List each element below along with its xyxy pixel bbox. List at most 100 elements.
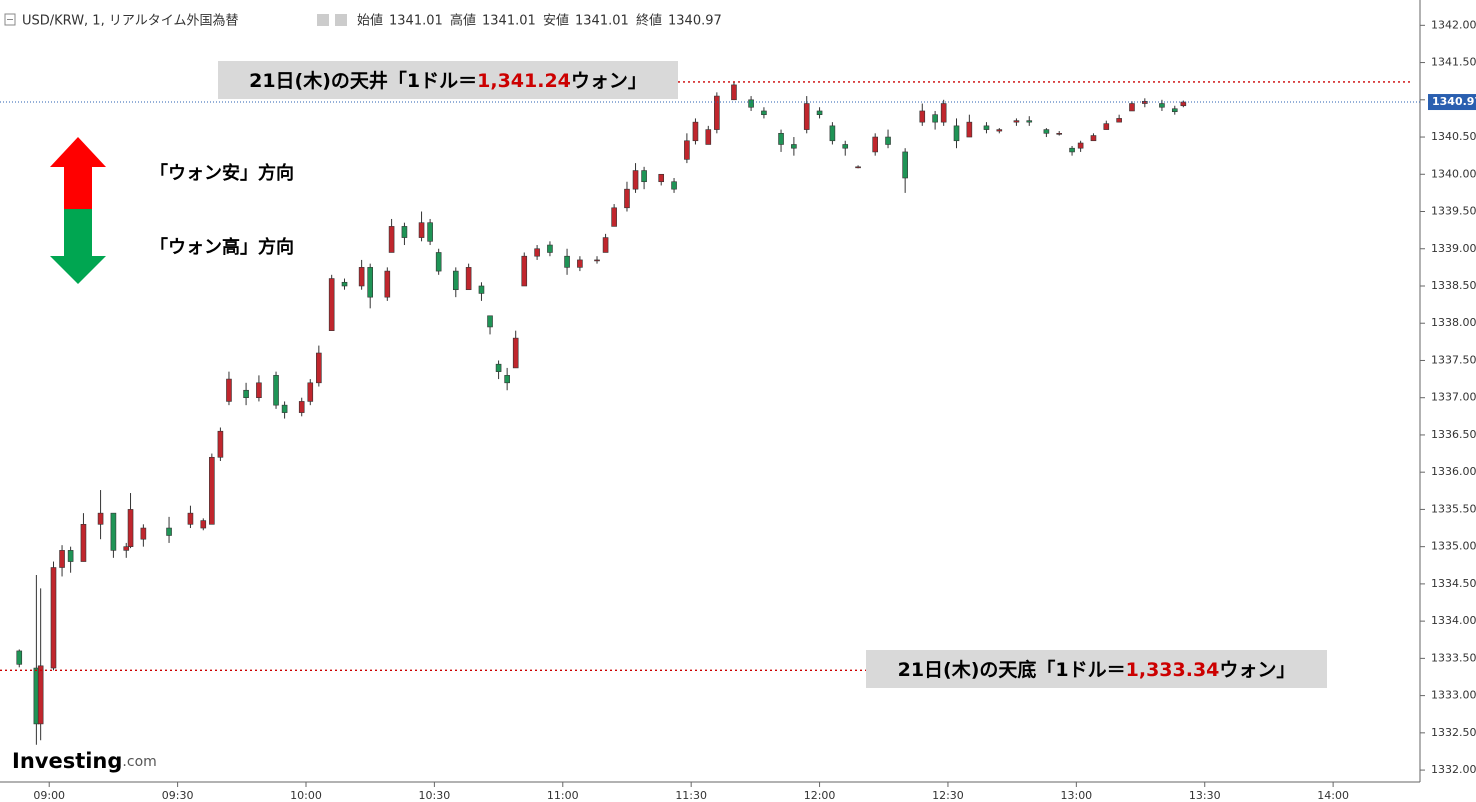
x-tick-label: 09:00 (33, 789, 65, 802)
quote-value: 1341.01 (482, 14, 536, 29)
y-tick-label: 1340.50 (1431, 130, 1476, 143)
quote-label: 始値 (357, 13, 383, 29)
candle-body (1077, 142, 1084, 149)
candle-body (187, 512, 194, 525)
candle-body (418, 222, 425, 238)
candle-body (1056, 133, 1063, 135)
last-price-label: 1340.97 (1432, 95, 1476, 108)
candle-body (166, 527, 172, 536)
y-tick-label: 1333.50 (1431, 651, 1476, 664)
candle-body (298, 401, 305, 413)
candle-body (388, 226, 395, 253)
candle-body (902, 151, 908, 179)
candle-body (1180, 101, 1187, 107)
y-tick-label: 1334.50 (1431, 577, 1476, 590)
candle-body (1142, 100, 1148, 104)
collapse-icon[interactable] (4, 13, 16, 26)
candle-body (59, 550, 65, 568)
annotation-box (218, 61, 678, 99)
x-tick-label: 12:30 (932, 789, 964, 802)
quote-value: 1341.01 (575, 14, 629, 29)
candle-body (684, 140, 690, 160)
annotation-suffix: ウォン」 (571, 70, 647, 92)
candle-body (1171, 108, 1178, 113)
candle-body (714, 95, 720, 130)
candle-body (996, 129, 1003, 132)
annotation-box (866, 650, 1327, 688)
candle-body (966, 121, 973, 138)
annotation-value: 1,341.24 (477, 70, 571, 92)
candle-body (281, 404, 288, 413)
settings-icon[interactable] (335, 14, 347, 26)
candle-body (37, 665, 44, 725)
y-tick-label: 1336.00 (1431, 465, 1476, 478)
down-arrow (50, 209, 106, 284)
candle-body (478, 285, 485, 294)
candle-body (919, 110, 926, 123)
quote-label: 高値 (450, 13, 476, 29)
candle-body (50, 567, 57, 669)
candle-body (487, 315, 493, 328)
y-tick-label: 1334.00 (1431, 614, 1476, 627)
candle-body (200, 520, 207, 529)
annotation-suffix: ウォン」 (1219, 659, 1295, 681)
candle-body (67, 550, 74, 562)
x-tick-label: 12:00 (804, 789, 836, 802)
candle-body (534, 248, 540, 257)
candle-body (401, 226, 408, 238)
candle-body (427, 222, 433, 242)
y-tick-label: 1337.00 (1431, 391, 1476, 404)
y-tick-label: 1333.00 (1431, 689, 1476, 702)
y-tick-label: 1332.50 (1431, 726, 1476, 739)
candle-body (632, 170, 639, 190)
candle-body (226, 378, 232, 402)
candle-body (1013, 120, 1020, 123)
quote-value: 1341.01 (389, 14, 443, 29)
candle-body (658, 173, 665, 183)
candle-body (243, 389, 249, 399)
candle-body (1043, 129, 1050, 134)
arrow-label: 「ウォン高」方向 (150, 236, 294, 258)
candle-body (358, 267, 365, 287)
candle-body (1069, 147, 1075, 153)
candle-body (217, 430, 224, 458)
candle-body (940, 103, 947, 123)
candle-body (641, 170, 647, 183)
candle-body (384, 270, 391, 298)
candle-body (465, 267, 472, 291)
candle-body (748, 99, 754, 108)
candle-body (932, 114, 938, 123)
candle-body (127, 509, 134, 547)
candle-body (803, 103, 810, 130)
x-tick-label: 10:30 (419, 789, 451, 802)
x-tick-label: 11:00 (547, 789, 579, 802)
annotation-prefix: 21日(木)の天井「1ドル＝ (249, 69, 477, 92)
arrow-label: 「ウォン安」方向 (150, 162, 294, 184)
candle-body (611, 207, 617, 227)
candle-body (307, 382, 314, 402)
candle-body (1116, 118, 1122, 123)
candle-body (1103, 123, 1110, 130)
y-tick-label: 1342.00 (1431, 18, 1476, 31)
y-tick-label: 1340.00 (1431, 167, 1476, 180)
logo-suffix: .com (122, 754, 156, 770)
candle-body (435, 252, 442, 272)
candle-body (705, 129, 712, 145)
y-tick-label: 1332.00 (1431, 763, 1476, 776)
candle-body (80, 524, 87, 562)
candle-body (1090, 135, 1097, 142)
candle-body (1159, 103, 1165, 108)
candle-body (316, 352, 322, 384)
candle-body (1129, 103, 1135, 112)
annotation-value: 1,333.34 (1126, 659, 1220, 681)
up-arrow (50, 137, 106, 209)
candle-body (209, 456, 215, 525)
candle-body (953, 125, 960, 142)
candle-body (504, 375, 510, 384)
quote-label: 安値 (543, 13, 569, 29)
quote-label: 終値 (636, 13, 662, 29)
settings-icon[interactable] (317, 14, 329, 26)
y-tick-label: 1335.00 (1431, 540, 1476, 553)
candle-body (885, 136, 891, 145)
